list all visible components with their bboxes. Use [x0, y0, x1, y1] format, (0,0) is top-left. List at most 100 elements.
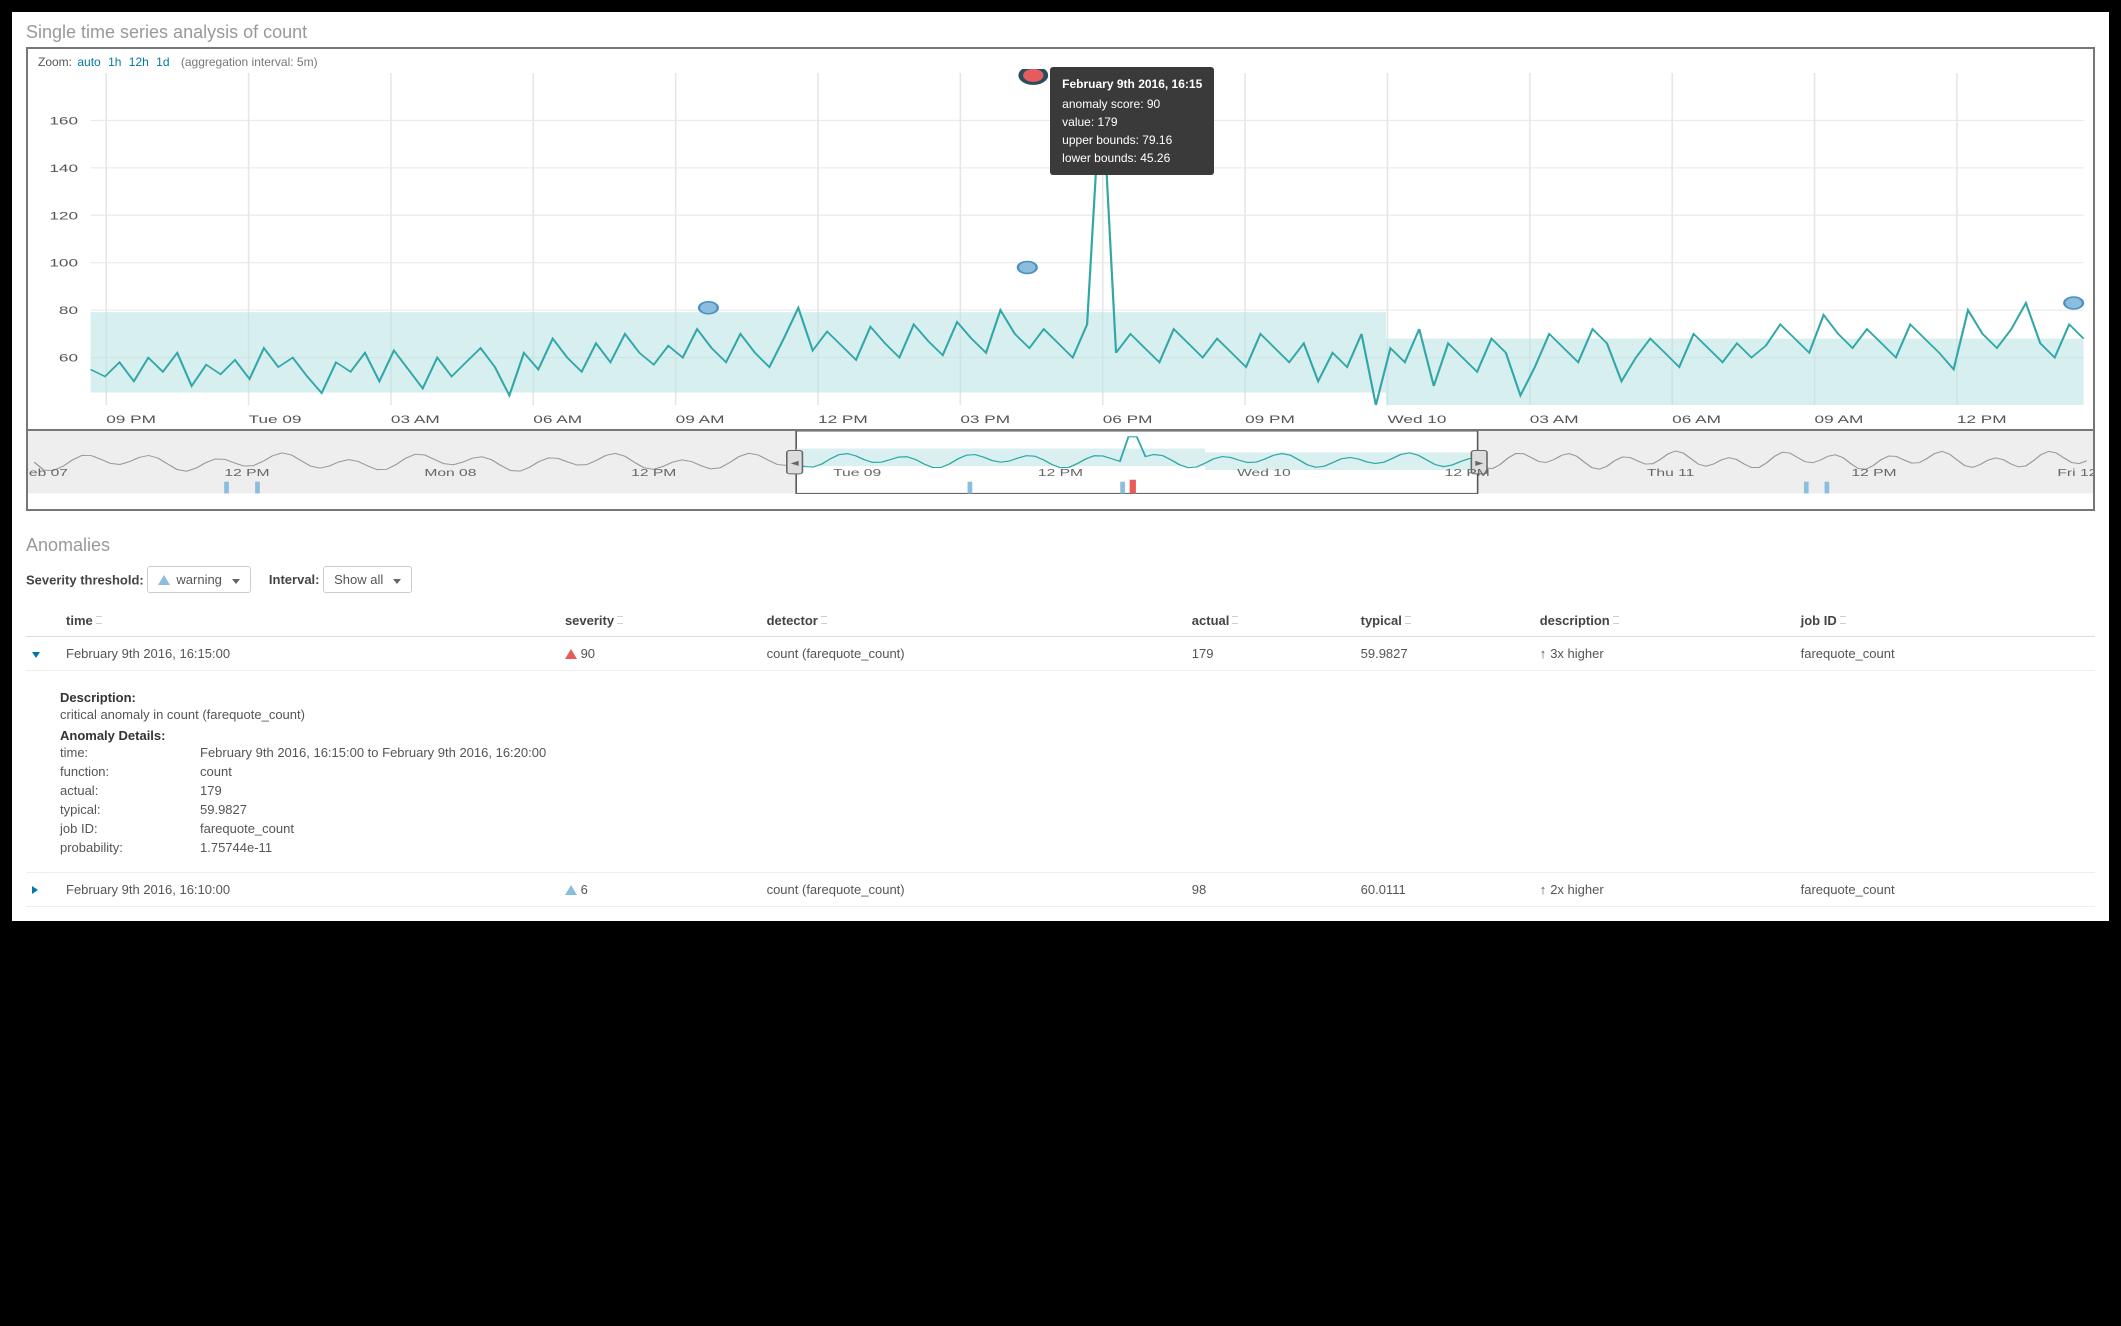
- warning-icon: [158, 575, 170, 585]
- kv-key: function:: [60, 764, 200, 779]
- detail-row: Description: critical anomaly in count (…: [26, 671, 2095, 873]
- kv-key: time:: [60, 745, 200, 760]
- page-root: Single time series analysis of count Zoo…: [12, 12, 2109, 921]
- arrow-up-icon: [1540, 646, 1551, 661]
- svg-text:09 PM: 09 PM: [106, 414, 156, 426]
- cell-severity: 90: [559, 637, 761, 671]
- svg-text:09 PM: 09 PM: [1245, 414, 1295, 426]
- zoom-auto[interactable]: auto: [77, 55, 100, 69]
- zoom-12h[interactable]: 12h: [129, 55, 149, 69]
- col-jobid[interactable]: job ID: [1795, 605, 2095, 637]
- context-strip[interactable]: ◂▸Feb 0712 PMMon 0812 PMTue 0912 PMWed 1…: [28, 429, 2093, 509]
- detail-block: Description: critical anomaly in count (…: [32, 680, 2089, 863]
- svg-text:Fri 12: Fri 12: [2057, 467, 2093, 478]
- severity-threshold-label: Severity threshold:: [26, 573, 144, 588]
- interval-dropdown[interactable]: Show all: [323, 566, 412, 593]
- tooltip-row: lower bounds: 45.26: [1062, 149, 1202, 167]
- svg-text:Wed 10: Wed 10: [1237, 467, 1291, 478]
- svg-text:140: 140: [49, 163, 78, 175]
- svg-text:12 PM: 12 PM: [818, 414, 868, 426]
- kv-val: count: [200, 764, 2089, 779]
- tooltip-row: anomaly score: 90: [1062, 95, 1202, 113]
- cell-description: 2x higher: [1534, 873, 1795, 907]
- col-time[interactable]: time: [60, 605, 559, 637]
- severity-threshold-dropdown[interactable]: warning: [147, 566, 251, 593]
- table-row: February 9th 2016, 16:10:00 6 count (far…: [26, 873, 2095, 907]
- col-typical[interactable]: typical: [1355, 605, 1534, 637]
- details-kv: time:February 9th 2016, 16:15:00 to Febr…: [60, 745, 2089, 855]
- chevron-down-icon: [228, 572, 240, 587]
- svg-text:12 PM: 12 PM: [1445, 467, 1490, 478]
- svg-text:12 PM: 12 PM: [1957, 414, 2007, 426]
- zoom-label: Zoom:: [38, 55, 72, 69]
- aggregation-label: (aggregation interval: 5m): [181, 55, 318, 69]
- svg-text:12 PM: 12 PM: [224, 467, 269, 478]
- cell-actual: 179: [1186, 637, 1355, 671]
- chart-tooltip: February 9th 2016, 16:15 anomaly score: …: [1050, 67, 1214, 175]
- cell-detector: count (farequote_count): [761, 637, 1186, 671]
- svg-text:06 AM: 06 AM: [533, 414, 582, 426]
- kv-val: 1.75744e-11: [200, 840, 2089, 855]
- svg-text:Thu 11: Thu 11: [1647, 467, 1694, 478]
- tooltip-header: February 9th 2016, 16:15: [1062, 75, 1202, 93]
- kv-val: 179: [200, 783, 2089, 798]
- col-severity[interactable]: severity: [559, 605, 761, 637]
- description-text: critical anomaly in count (farequote_cou…: [60, 707, 2089, 722]
- arrow-up-icon: [1540, 882, 1551, 897]
- cell-typical: 59.9827: [1355, 637, 1534, 671]
- cell-jobid: farequote_count: [1795, 637, 2095, 671]
- cell-time: February 9th 2016, 16:15:00: [60, 637, 559, 671]
- svg-text:80: 80: [59, 305, 78, 317]
- svg-text:60: 60: [59, 352, 78, 364]
- svg-text:12 PM: 12 PM: [1851, 467, 1896, 478]
- svg-text:03 PM: 03 PM: [960, 414, 1010, 426]
- svg-text:06 AM: 06 AM: [1672, 414, 1721, 426]
- critical-icon: [565, 649, 577, 659]
- svg-text:06 PM: 06 PM: [1103, 414, 1153, 426]
- anomalies-section: Anomalies Severity threshold: warning In…: [12, 519, 2109, 921]
- svg-text:160: 160: [49, 115, 78, 127]
- main-chart[interactable]: 608010012014016009 PMTue 0903 AM06 AM09 …: [28, 69, 2093, 429]
- svg-text:120: 120: [49, 210, 78, 222]
- kv-val: February 9th 2016, 16:15:00 to February …: [200, 745, 2089, 760]
- table-row: February 9th 2016, 16:15:00 90 count (fa…: [26, 637, 2095, 671]
- expand-toggle[interactable]: [32, 886, 38, 894]
- zoom-1h[interactable]: 1h: [108, 55, 121, 69]
- interval-label: Interval:: [269, 572, 320, 587]
- svg-text:03 AM: 03 AM: [1530, 414, 1579, 426]
- description-heading: Description:: [60, 690, 2089, 705]
- cell-time: February 9th 2016, 16:10:00: [60, 873, 559, 907]
- svg-text:09 AM: 09 AM: [1815, 414, 1864, 426]
- cell-detector: count (farequote_count): [761, 873, 1186, 907]
- kv-key: typical:: [60, 802, 200, 817]
- table-header-row: time severity detector actual typical de…: [26, 605, 2095, 637]
- kv-key: job ID:: [60, 821, 200, 836]
- col-actual[interactable]: actual: [1186, 605, 1355, 637]
- svg-text:Feb 07: Feb 07: [28, 467, 68, 478]
- cell-severity: 6: [559, 873, 761, 907]
- kv-val: 59.9827: [200, 802, 2089, 817]
- col-description[interactable]: description: [1534, 605, 1795, 637]
- cell-description: 3x higher: [1534, 637, 1795, 671]
- expand-toggle[interactable]: [32, 652, 40, 658]
- zoom-1d[interactable]: 1d: [156, 55, 169, 69]
- zoom-bar: Zoom: auto 1h 12h 1d (aggregation interv…: [28, 49, 2093, 69]
- cell-jobid: farequote_count: [1795, 873, 2095, 907]
- tooltip-row: upper bounds: 79.16: [1062, 131, 1202, 149]
- anomalies-title: Anomalies: [26, 525, 2095, 560]
- kv-val: farequote_count: [200, 821, 2089, 836]
- kv-key: actual:: [60, 783, 200, 798]
- svg-text:Mon 08: Mon 08: [424, 467, 476, 478]
- svg-text:Tue 09: Tue 09: [833, 467, 881, 478]
- warning-icon: [565, 885, 577, 895]
- filters-bar: Severity threshold: warning Interval: Sh…: [26, 560, 2095, 605]
- kv-key: probability:: [60, 840, 200, 855]
- svg-text:09 AM: 09 AM: [676, 414, 725, 426]
- svg-text:Tue 09: Tue 09: [249, 414, 302, 426]
- col-detector[interactable]: detector: [761, 605, 1186, 637]
- interval-value: Show all: [334, 572, 383, 587]
- chevron-down-icon: [389, 572, 401, 587]
- svg-text:◂: ◂: [791, 457, 799, 468]
- svg-text:12 PM: 12 PM: [631, 467, 676, 478]
- tooltip-row: value: 179: [1062, 113, 1202, 131]
